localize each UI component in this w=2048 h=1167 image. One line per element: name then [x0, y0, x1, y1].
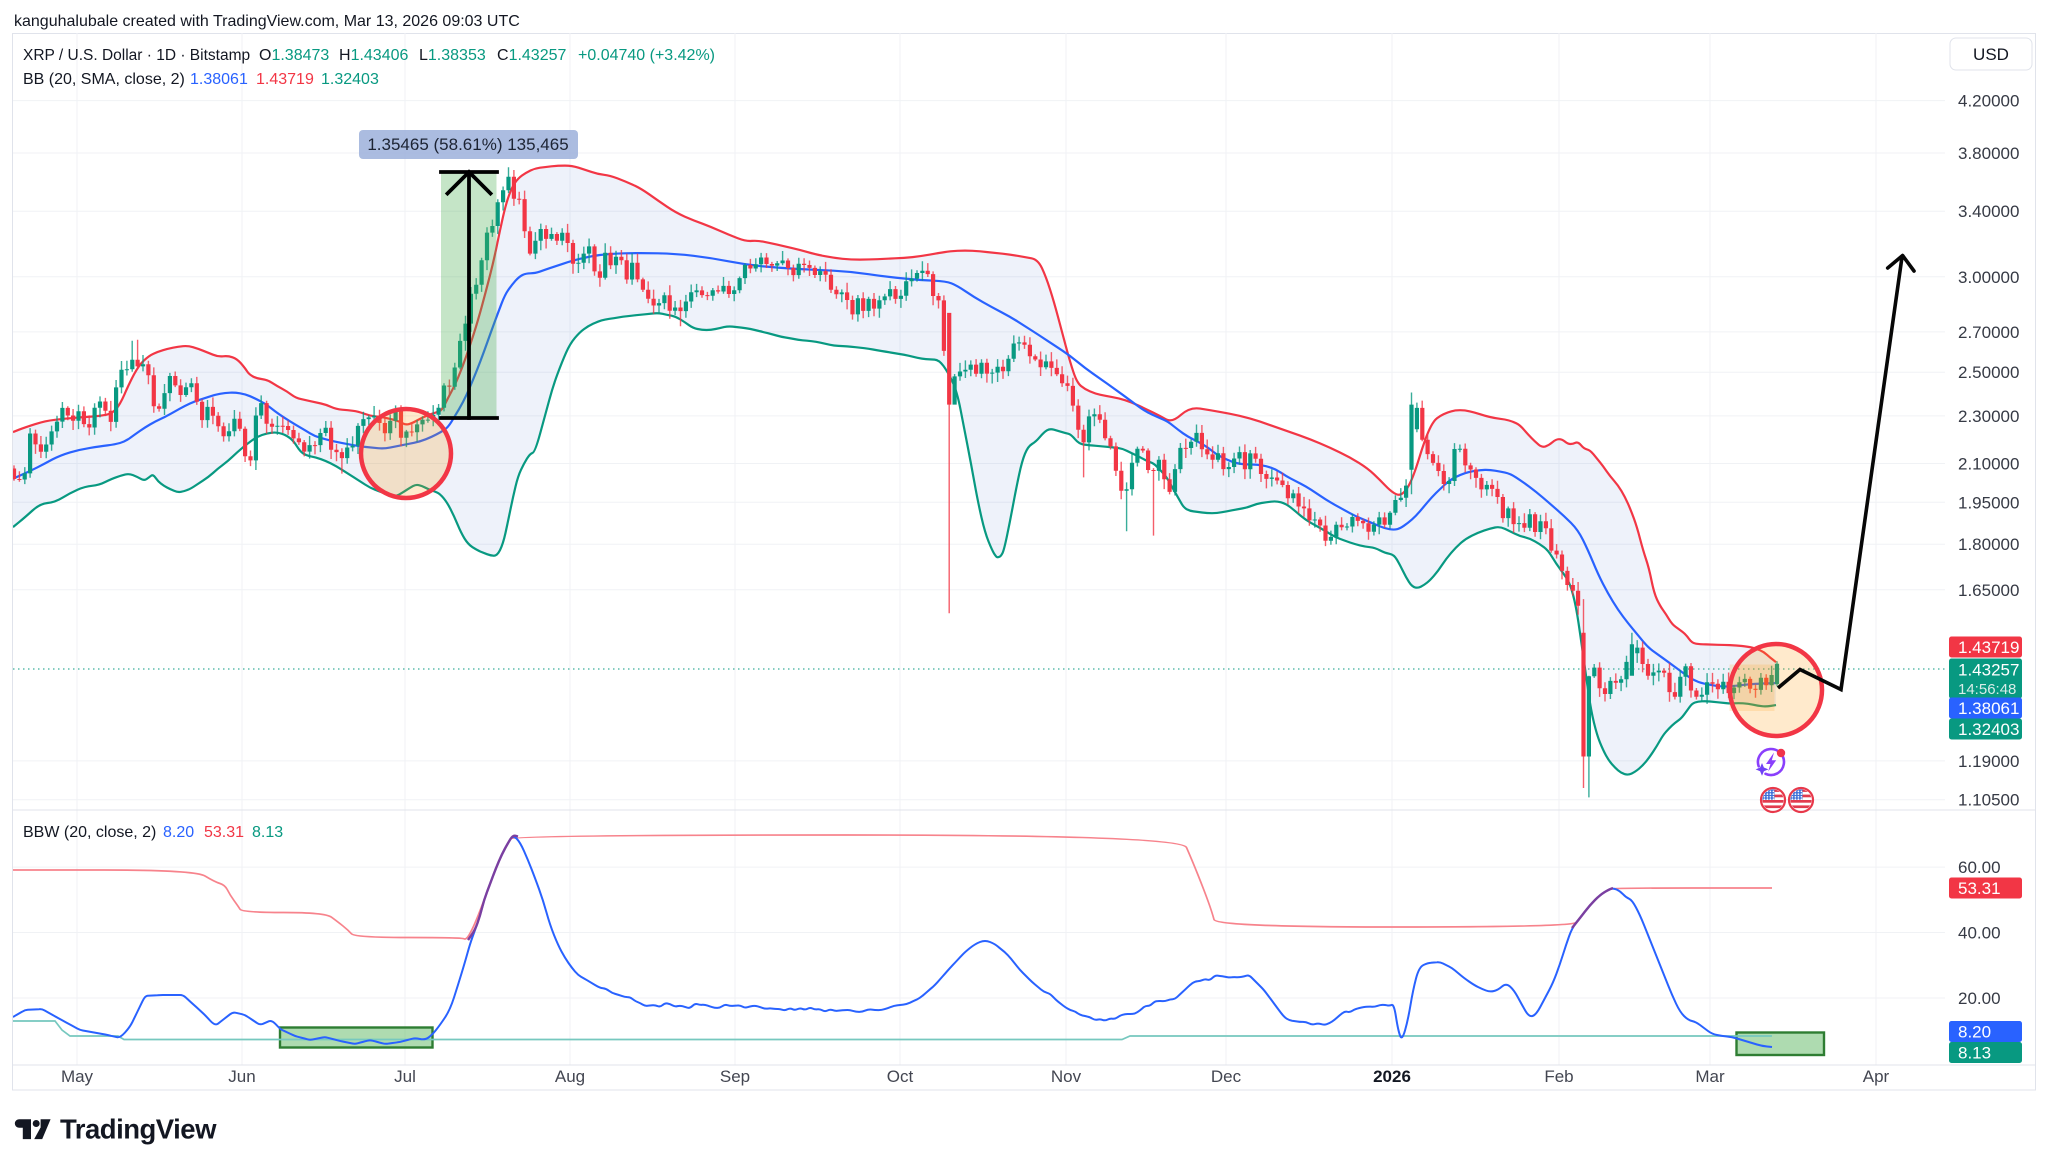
svg-text:USD: USD [1973, 45, 2009, 64]
svg-text:1.19000: 1.19000 [1958, 752, 2019, 771]
svg-text:1.43719: 1.43719 [256, 71, 314, 88]
svg-text:kanguhalubale created with Tra: kanguhalubale created with TradingView.c… [14, 13, 520, 30]
svg-text:1.10500: 1.10500 [1958, 791, 2019, 810]
svg-text:Feb: Feb [1544, 1067, 1573, 1086]
svg-text:TradingView: TradingView [60, 1114, 217, 1145]
svg-text:8.13: 8.13 [1958, 1044, 1991, 1063]
svg-text:Sep: Sep [720, 1067, 750, 1086]
svg-text:60.00: 60.00 [1958, 858, 2001, 877]
svg-text:Nov: Nov [1051, 1067, 1082, 1086]
svg-text:1.43719: 1.43719 [1958, 638, 2019, 657]
svg-text:14:56:48: 14:56:48 [1958, 681, 2016, 698]
svg-text:8.13: 8.13 [252, 824, 283, 841]
svg-text:3.00000: 3.00000 [1958, 268, 2019, 287]
svg-text:53.31: 53.31 [1958, 879, 2001, 898]
svg-text:8.20: 8.20 [163, 824, 194, 841]
svg-text:Jul: Jul [394, 1067, 416, 1086]
svg-text:2.30000: 2.30000 [1958, 407, 2019, 426]
svg-text:3.80000: 3.80000 [1958, 144, 2019, 163]
svg-text:1.32403: 1.32403 [321, 71, 379, 88]
svg-text:1.38061: 1.38061 [190, 71, 248, 88]
svg-text:53.31: 53.31 [204, 824, 244, 841]
svg-text:2.10000: 2.10000 [1958, 455, 2019, 474]
svg-text:2.50000: 2.50000 [1958, 363, 2019, 382]
svg-text:XRP / U.S. Dollar · 1D · Bitst: XRP / U.S. Dollar · 1D · Bitstamp [23, 47, 250, 64]
svg-text:1.38061: 1.38061 [1958, 699, 2019, 718]
svg-text:4.20000: 4.20000 [1958, 92, 2019, 111]
svg-text:8.20: 8.20 [1958, 1023, 1991, 1042]
svg-text:Jun: Jun [228, 1067, 255, 1086]
svg-text:Aug: Aug [555, 1067, 585, 1086]
svg-text:2026: 2026 [1373, 1067, 1411, 1086]
svg-text:1.65000: 1.65000 [1958, 581, 2019, 600]
svg-text:1.80000: 1.80000 [1958, 535, 2019, 554]
svg-text:20.00: 20.00 [1958, 989, 2001, 1008]
svg-text:Dec: Dec [1211, 1067, 1242, 1086]
svg-text:1.43257: 1.43257 [1958, 661, 2019, 680]
svg-text:May: May [61, 1067, 94, 1086]
svg-text:2.70000: 2.70000 [1958, 323, 2019, 342]
svg-text:BBW (20, close, 2): BBW (20, close, 2) [23, 824, 156, 841]
svg-text:3.40000: 3.40000 [1958, 202, 2019, 221]
svg-text:1.35465 (58.61%) 135,465: 1.35465 (58.61%) 135,465 [367, 135, 568, 154]
svg-text:Apr: Apr [1863, 1067, 1890, 1086]
svg-text:Mar: Mar [1695, 1067, 1725, 1086]
svg-text:BB (20, SMA, close, 2): BB (20, SMA, close, 2) [23, 71, 185, 88]
svg-text:40.00: 40.00 [1958, 924, 2001, 943]
svg-text:Oct: Oct [887, 1067, 914, 1086]
svg-text:1.95000: 1.95000 [1958, 493, 2019, 512]
svg-text:1.32403: 1.32403 [1958, 720, 2019, 739]
